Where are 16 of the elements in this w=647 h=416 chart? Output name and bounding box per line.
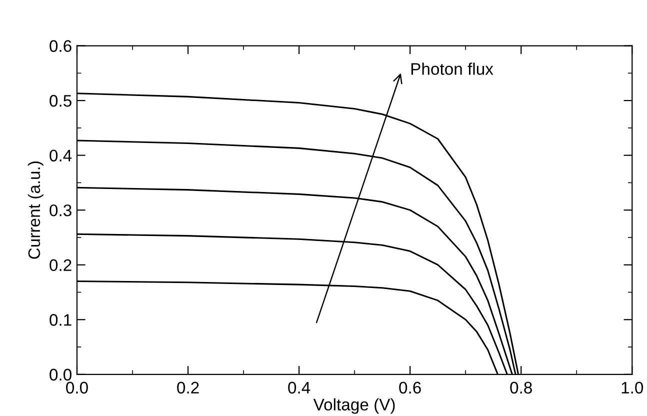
- x-axis-title: Voltage (V): [313, 398, 395, 414]
- x-tick-label: 0.0: [66, 382, 88, 394]
- x-tick-label: 0.2: [177, 382, 199, 394]
- x-tick-label: 0.6: [399, 382, 421, 394]
- y-tick-label: 0.5: [50, 94, 72, 107]
- x-tick-label: 0.4: [288, 382, 310, 394]
- y-tick-label: 0.6: [50, 40, 72, 52]
- y-tick-label: 0.2: [50, 259, 72, 272]
- x-tick-label: 0.8: [510, 382, 532, 394]
- y-tick-label: 0.1: [50, 314, 72, 326]
- y-tick-label: 0.4: [50, 150, 72, 162]
- y-axis-title: Current (a.u.): [28, 162, 44, 259]
- annotation: Photon flux: [411, 62, 494, 75]
- y-tick-label: 0.3: [50, 204, 72, 216]
- x-tick-label: 1.0: [622, 382, 644, 394]
- y-tick-label: 0.0: [50, 368, 72, 381]
